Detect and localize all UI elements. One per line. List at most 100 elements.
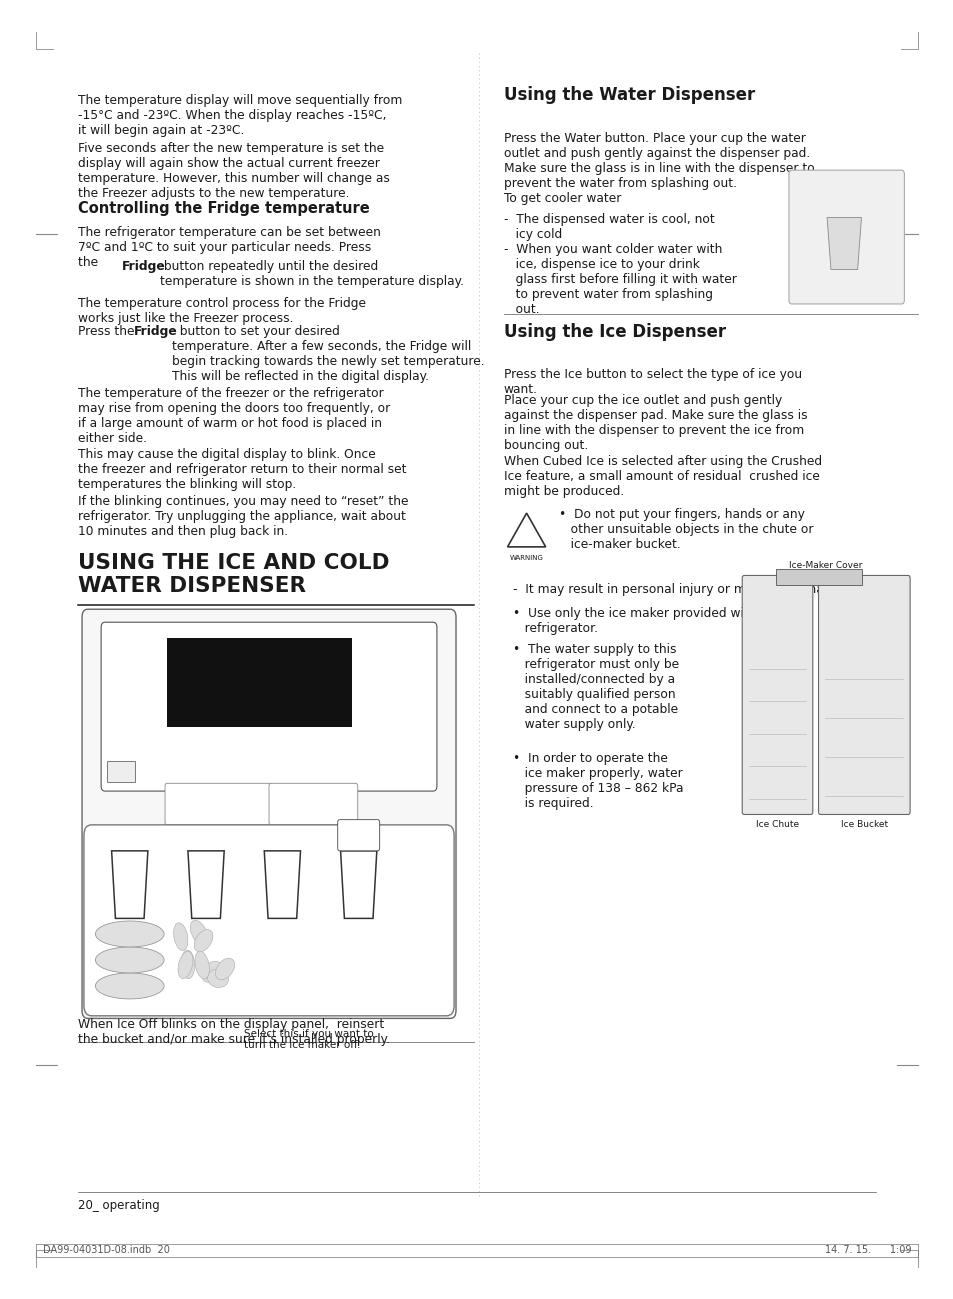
Text: Power Freeze: Power Freeze [109, 646, 154, 652]
Text: Ice: Ice [213, 796, 223, 804]
FancyBboxPatch shape [788, 170, 903, 304]
Text: Ice-Maker Cover: Ice-Maker Cover [789, 561, 862, 570]
Ellipse shape [215, 959, 234, 979]
FancyBboxPatch shape [101, 622, 436, 791]
Text: Ice Chute: Ice Chute [755, 820, 799, 829]
Text: Child Lock: Child Lock [396, 721, 429, 726]
Bar [167, 638, 352, 727]
Text: Controlling the Fridge temperature: Controlling the Fridge temperature [78, 201, 370, 217]
Text: ▦: ▦ [230, 695, 236, 701]
Text: Push: Push [854, 179, 874, 188]
Text: To get cooler water: To get cooler water [503, 192, 620, 205]
Text: Cubed: Cubed [110, 937, 150, 947]
Polygon shape [826, 218, 861, 270]
Text: This may cause the digital display to blink. Once
the freezer and refrigerator r: This may cause the digital display to bl… [78, 448, 406, 491]
Ellipse shape [95, 947, 164, 973]
Ellipse shape [181, 950, 194, 978]
Text: -88: -88 [200, 664, 233, 681]
Ellipse shape [173, 922, 188, 951]
Text: °c: °c [248, 675, 258, 685]
Text: □ □: □ □ [122, 864, 137, 870]
Polygon shape [507, 513, 545, 547]
Text: !: ! [523, 526, 529, 536]
Text: •  In order to operate the
   ice maker properly, water
   pressure of 138 – 862: • In order to operate the ice maker prop… [513, 752, 683, 811]
Text: ⊙: ⊙ [183, 653, 189, 659]
Text: 20_ operating: 20_ operating [78, 1199, 160, 1212]
Text: ☆: ☆ [254, 653, 260, 659]
FancyBboxPatch shape [84, 825, 454, 1016]
Ellipse shape [194, 930, 213, 952]
Text: ▦: ▦ [310, 695, 316, 701]
Bar [107, 761, 135, 782]
Text: Ice Bucket: Ice Bucket [840, 820, 887, 829]
Text: Ice Off: Ice Off [337, 937, 379, 947]
Text: Filter Reset (3 s+): Filter Reset (3 s+) [109, 734, 152, 739]
Text: WARNING: WARNING [509, 555, 543, 561]
FancyBboxPatch shape [818, 575, 909, 814]
Text: -  When you want colder water with
   ice, dispense ice to your drink
   glass f: - When you want colder water with ice, d… [503, 243, 736, 316]
Text: ■: ■ [176, 695, 183, 701]
Text: Five seconds after the new temperature is set the
display will again show the ac: Five seconds after the new temperature i… [78, 142, 390, 200]
Text: ▽: ▽ [279, 864, 285, 873]
Text: • •
• •: • • • • [201, 861, 211, 874]
Text: -  It may result in personal injury or material damage.: - It may result in personal injury or ma… [513, 583, 842, 596]
Text: When Cubed Ice is selected after using the Crushed
Ice feature, a small amount o: When Cubed Ice is selected after using t… [503, 455, 821, 498]
Text: The temperature display will move sequentially from
-15°C and -23ºC. When the di: The temperature display will move sequen… [78, 94, 402, 136]
Ellipse shape [190, 920, 207, 944]
FancyBboxPatch shape [741, 575, 812, 814]
Text: ▦: ▦ [203, 695, 210, 701]
Text: Press the Water button. Place your cup the water
outlet and push gently against : Press the Water button. Place your cup t… [503, 132, 814, 191]
Text: °c: °c [324, 675, 335, 685]
Text: Place your cup the ice outlet and push gently
against the dispenser pad. Make su: Place your cup the ice outlet and push g… [503, 394, 806, 452]
Text: -  The dispensed water is cool, not
   icy cold: - The dispensed water is cool, not icy c… [503, 213, 714, 242]
Text: ♥: ♥ [278, 653, 284, 659]
Text: button repeatedly until the desired
temperature is shown in the temperature disp: button repeatedly until the desired temp… [160, 260, 464, 288]
Text: Fridge: Fridge [133, 325, 177, 338]
Text: DA99-04031D-08.indb  20: DA99-04031D-08.indb 20 [43, 1244, 170, 1255]
Text: Water: Water [263, 937, 301, 947]
Text: Press the Ice button to select the type of ice you
want.: Press the Ice button to select the type … [503, 368, 801, 396]
Ellipse shape [95, 921, 164, 947]
Text: 88: 88 [290, 664, 314, 681]
Polygon shape [340, 851, 376, 918]
Text: If the blinking continues, you may need to “reset” the
refrigerator. Try unplugg: If the blinking continues, you may need … [78, 495, 408, 538]
Text: The temperature control process for the Fridge
works just like the Freezer proce: The temperature control process for the … [78, 297, 366, 326]
Text: OFF: OFF [352, 833, 365, 839]
Ellipse shape [202, 961, 221, 982]
Text: Crushed: Crushed [180, 937, 232, 947]
Text: Vacation (3 s+): Vacation (3 s+) [392, 734, 429, 739]
Polygon shape [112, 851, 148, 918]
Text: No Ice: No Ice [244, 998, 286, 1011]
FancyBboxPatch shape [165, 783, 271, 825]
Text: ↩: ↩ [118, 763, 124, 769]
Text: Lighting: Lighting [400, 646, 429, 652]
FancyBboxPatch shape [82, 609, 456, 1018]
FancyBboxPatch shape [337, 820, 379, 851]
Ellipse shape [208, 969, 228, 987]
Ellipse shape [178, 951, 193, 978]
Text: Select this if you want to
turn the ice maker off.: Select this if you want to turn the ice … [244, 1029, 374, 1051]
Text: ▦: ▦ [256, 695, 263, 701]
Text: Using the Water Dispenser: Using the Water Dispenser [503, 86, 754, 104]
FancyBboxPatch shape [269, 783, 357, 825]
Text: Fridge: Fridge [408, 690, 429, 696]
Polygon shape [264, 851, 300, 918]
Text: •  Use only the ice maker provided with the
   refrigerator.: • Use only the ice maker provided with t… [513, 607, 780, 635]
Text: button to set your desired
temperature. After a few seconds, the Fridge will
beg: button to set your desired temperature. … [172, 325, 484, 383]
Text: Using the Ice Dispenser: Using the Ice Dispenser [503, 323, 725, 342]
Text: When Ice Off blinks on the display panel,  reinsert
the bucket and/or make sure : When Ice Off blinks on the display panel… [78, 1018, 390, 1047]
Ellipse shape [194, 951, 210, 979]
Text: Ice Off: Ice Off [109, 721, 129, 726]
Text: ★: ★ [207, 653, 213, 659]
Text: Water: Water [304, 796, 326, 804]
Text: ▦: ▦ [283, 695, 290, 701]
Text: •  Do not put your fingers, hands or any
   other unsuitable objects in the chut: • Do not put your fingers, hands or any … [558, 508, 813, 551]
Text: Press the: Press the [78, 325, 138, 338]
Bar [775, 569, 862, 585]
Text: The temperature of the freezer or the refrigerator
may rise from opening the doo: The temperature of the freezer or the re… [78, 387, 390, 446]
Text: •  The water supply to this
   refrigerator must only be
   installed/connected : • The water supply to this refrigerator … [513, 643, 679, 731]
Text: Freezer: Freezer [109, 690, 134, 696]
Ellipse shape [95, 973, 164, 999]
Text: Fridge: Fridge [122, 260, 166, 273]
Polygon shape [188, 851, 224, 918]
